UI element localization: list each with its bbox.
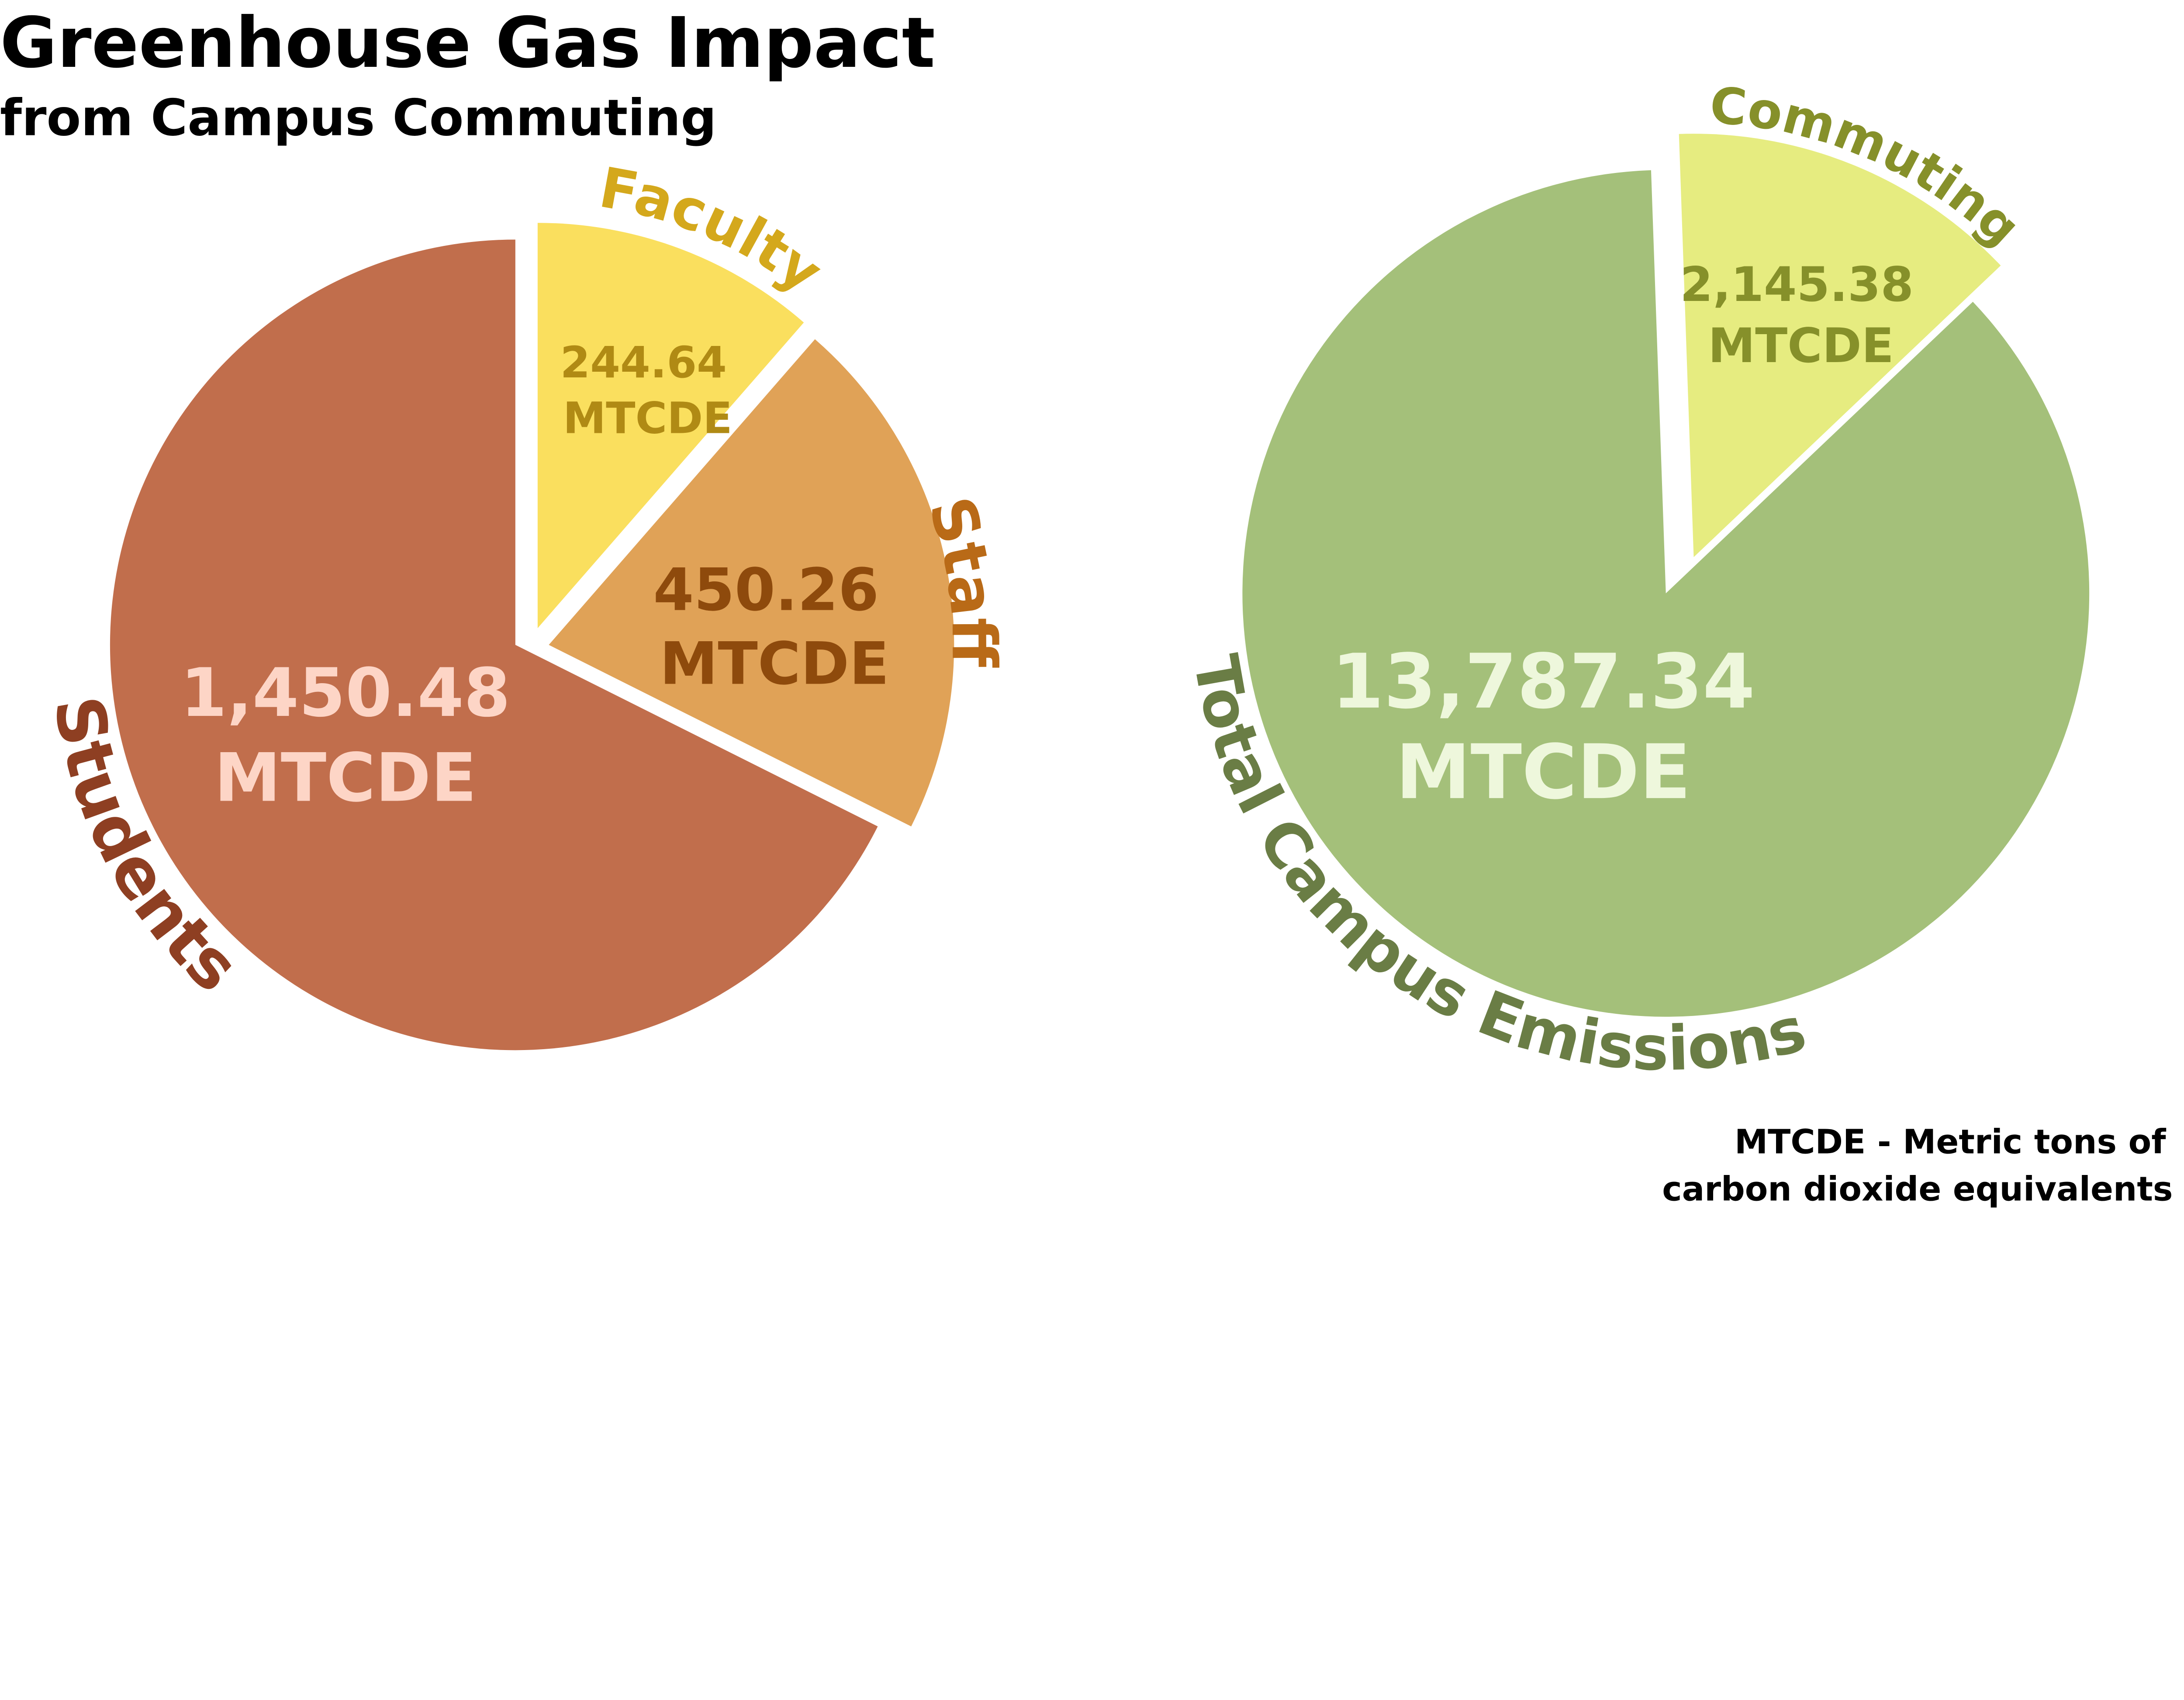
chart-title: Greenhouse Gas Impact — [0, 2, 935, 83]
value-label-faculty: 244.64 — [560, 338, 726, 388]
pie-slice-faculty — [537, 223, 804, 629]
chart: Greenhouse Gas Impact from Campus Commut… — [0, 2, 2173, 1209]
value-label-commuting: 2,145.38 — [1680, 257, 1914, 312]
pie-slice-staff — [549, 339, 954, 826]
value-label-total: 13,787.34 — [1331, 638, 1755, 726]
value-label-staff: 450.26 — [653, 556, 879, 624]
footnote-line-1: MTCDE - Metric tons of — [1735, 1123, 2166, 1161]
unit-label-commuting: MTCDE — [1708, 318, 1894, 373]
pie-commuting-by-group — [110, 223, 954, 1050]
pie-slice-commuting — [1679, 134, 2001, 557]
footnote-line-2: carbon dioxide equivalents — [1662, 1170, 2173, 1209]
unit-label-staff: MTCDE — [660, 630, 889, 698]
pie-slice-students — [110, 239, 878, 1050]
unit-label-faculty: MTCDE — [563, 394, 733, 444]
unit-label-students: MTCDE — [214, 739, 477, 817]
value-label-students: 1,450.48 — [180, 654, 510, 732]
chart-subtitle: from Campus Commuting — [0, 89, 717, 147]
pie-total-emissions — [1242, 134, 2090, 1017]
unit-label-total: MTCDE — [1396, 728, 1691, 816]
pie-slice-total-campus-emissions — [1242, 170, 2090, 1017]
